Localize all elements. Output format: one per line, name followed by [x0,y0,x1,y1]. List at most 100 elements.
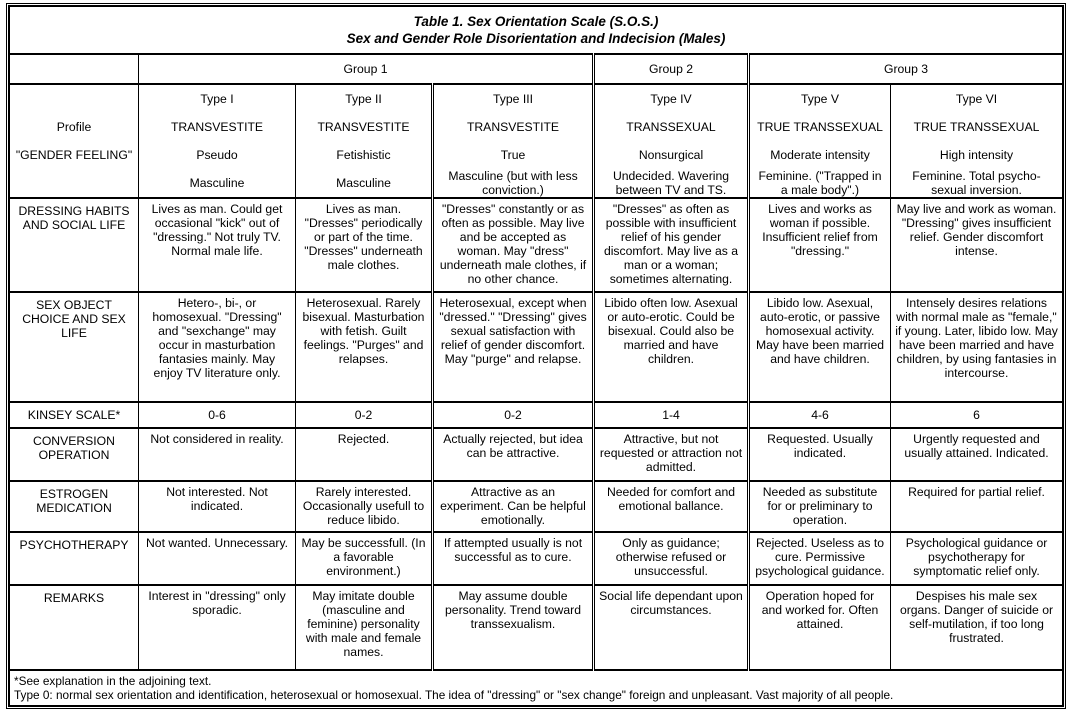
type-header-4: Type IV TRANSSEXUAL Nonsurgical Undecided. … [592,83,749,199]
table-cell: Required for partial relief. [890,480,1063,533]
table-cell: Urgently requested and usually attained.… [890,427,1063,482]
type-profile: TRANSVESTITE [170,120,264,134]
table-cell: Libido often low. Asexual or auto-erotic… [592,291,749,403]
table-cell: Despises his male sex organs. Danger of … [890,584,1063,671]
table-row: DRESSING HABITS AND SOCIAL LIFE Lives as … [9,197,1063,293]
table-cell: Attractive, but not requested or attract… [592,427,749,482]
table-cell: 0-2 [295,401,433,429]
row-label: PSYCHOTHERAPY [9,531,139,586]
table-row: KINSEY SCALE* 0-6 0-2 0-2 1-4 4-6 6 [9,401,1063,429]
table-cell: 6 [890,401,1063,429]
row-label: REMARKS [9,584,139,671]
type-type: Type II [345,92,382,106]
type-header-2: Type II TRANSVESTITE Fetishistic Masculine [295,83,433,199]
row-label: DRESSING HABITS AND SOCIAL LIFE [9,197,139,293]
group-3-header: Group 3 [747,53,1063,85]
table-cell: May live and work as woman. "Dressing" g… [890,197,1063,293]
type-type: Type I [200,92,234,106]
table-cell: If attempted usually is not successful a… [431,531,594,586]
table-cell: Social life dependant upon circumstances… [592,584,749,671]
gender-feeling-label: "GENDER FEELING" [15,148,133,162]
type-type: Type III [493,92,533,106]
table-cell: May imitate double (masculine and femini… [295,584,433,671]
type-gender: Masculine (but with less conviction.) [448,169,578,197]
type-feeling: Moderate intensity [770,148,870,162]
type-gender: Masculine [189,176,245,190]
table-cell: Not interested. Not indicated. [138,480,296,533]
type-gender: Feminine. Total psycho-sexual inversion. [912,169,1041,197]
header-labels: Profile "GENDER FEELING" [9,83,139,199]
table-row: SEX OBJECT CHOICE AND SEX LIFE Hetero-, b… [9,291,1063,403]
table-cell: Intensely desires relations with normal … [890,291,1063,403]
type-profile: TRUE TRANSSEXUAL [913,120,1040,134]
table-cell: Heterosexual. Rarely bisexual. Masturbat… [295,291,433,403]
table-cell: Not wanted. Unnecessary. [138,531,296,586]
table-cell: Rejected. Useless as to cure. Permissive… [747,531,891,586]
row-label: KINSEY SCALE* [9,401,139,429]
table-cell: Lives as man. "Dresses" periodically or … [295,197,433,293]
table-row: REMARKS Interest in "dressing" only spora… [9,584,1063,671]
type-header-1: Type I TRANSVESTITE Pseudo Masculine [138,83,296,199]
table-cell: Lives and works as woman if possible. In… [747,197,891,293]
table-cell: Rarely interested. Occasionally usefull … [295,480,433,533]
type-feeling: True [500,148,526,162]
table-cell: 0-2 [431,401,594,429]
table-row: CONVERSION OPERATION Not considered in re… [9,427,1063,482]
table-cell: 0-6 [138,401,296,429]
subtitle: Sex and Gender Role Disorientation and I… [346,31,726,46]
title: Table 1. Sex Orientation Scale (S.O.S.) [413,14,659,29]
table-cell: Psychological guidance or psychotherapy … [890,531,1063,586]
table-cell: Rejected. [295,427,433,482]
gender-label [14,169,134,197]
table-cell: 4-6 [747,401,891,429]
type-profile: TRANSVESTITE [317,120,410,134]
footnotes: *See explanation in the adjoining text. … [9,669,1063,706]
type-profile: TRUE TRANSSEXUAL [757,120,883,134]
table-cell: May assume double personality. Trend tow… [431,584,594,671]
type-gender: Masculine [336,176,391,190]
table-cell: Operation hoped for and worked for. Ofte… [747,584,891,671]
table-cell: Not considered in reality. [138,427,296,482]
table-cell: May be successfull. (In a favorable envi… [295,531,433,586]
type-feeling: Fetishistic [336,148,391,162]
table-cell: Requested. Usually indicated. [747,427,891,482]
type-type: Type V [801,92,839,106]
table-cell: "Dresses" as often as possible with insu… [592,197,749,293]
table-cell: "Dresses" constantly or as often as poss… [431,197,594,293]
type-header-6: Type VI TRUE TRANSSEXUAL High intensity Fem… [890,83,1063,199]
row-label: ESTROGEN MEDICATION [9,480,139,533]
footnote-type-0: Type 0: normal sex orientation and ident… [14,688,894,702]
footnote-kinsey: *See explanation in the adjoining text. [14,674,212,688]
type-profile: TRANSVESTITE [466,120,560,134]
type-feeling: Nonsurgical [638,148,704,162]
table-cell: Actually rejected, but idea can be attra… [431,427,594,482]
profile-label: Profile [56,120,92,134]
type-profile: TRANSSEXUAL [626,120,716,134]
table-cell: Heterosexual, except when "dressed." "Dr… [431,291,594,403]
corner-cell [9,53,139,85]
table-cell: Only as guidance; otherwise refused or u… [592,531,749,586]
table-cell: Hetero-, bi-, or homosexual. "Dressing" … [138,291,296,403]
table-cell: Attractive as an experiment. Can be help… [431,480,594,533]
group-1-header: Group 1 [138,53,594,85]
table-row: PSYCHOTHERAPY Not wanted. Unnecessary. May… [9,531,1063,586]
type-type: Type IV [650,92,692,106]
type-type: Type VI [955,92,998,106]
type-header-3: Type III TRANSVESTITE True Masculine (but w… [431,83,594,199]
group-2-header: Group 2 [592,53,749,85]
table-row: ESTROGEN MEDICATION Not interested. Not i… [9,480,1063,533]
table-title: Table 1. Sex Orientation Scale (S.O.S.) … [9,6,1063,55]
type-header-5: Type V TRUE TRANSSEXUAL Moderate intensity… [747,83,891,199]
sos-table-frame: Table 1. Sex Orientation Scale (S.O.S.) … [6,3,1066,709]
table-cell: Needed for comfort and emotional ballanc… [592,480,749,533]
type-gender: Undecided. Wavering between TV and TS. [612,169,730,197]
table-cell: Lives as man. Could get occasional "kick… [138,197,296,293]
type-label [14,85,134,113]
row-label: CONVERSION OPERATION [9,427,139,482]
table-cell: Libido low. Asexual, auto-erotic, or pas… [747,291,891,403]
type-feeling: Pseudo [196,148,238,162]
table-cell: 1-4 [592,401,749,429]
type-gender: Feminine. ("Trapped in a male body".) [758,169,882,197]
sos-table: Table 1. Sex Orientation Scale (S.O.S.) … [9,6,1063,706]
row-label: SEX OBJECT CHOICE AND SEX LIFE [9,291,139,403]
